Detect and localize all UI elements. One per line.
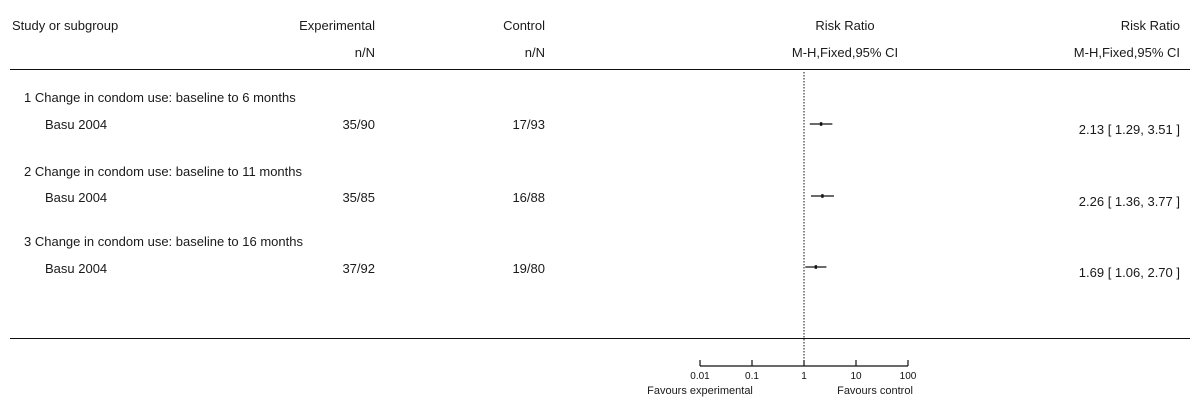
x-axis-tick-label: 10 (850, 371, 862, 382)
header-rule (10, 69, 1190, 70)
x-axis-tick-label: 100 (900, 371, 917, 382)
favours-experimental-label: Favours experimental (647, 385, 753, 397)
control-value: 19/80 (512, 261, 545, 276)
study-name: Basu 2004 (45, 190, 108, 205)
experimental-column-header: Experimental (299, 18, 375, 33)
control-value: 17/93 (512, 117, 545, 132)
result-column-header: Risk Ratio (1120, 18, 1180, 33)
group-heading: 2 Change in condom use: baseline to 11 m… (24, 164, 302, 179)
experimental-value: 35/85 (342, 190, 375, 205)
experimental-column-subheader: n/N (354, 45, 375, 60)
point-estimate (821, 194, 824, 198)
control-column-subheader: n/N (524, 45, 545, 60)
study-column-header: Study or subgroup (12, 18, 119, 33)
control-column-header: Control (503, 18, 545, 33)
point-estimate (814, 265, 818, 269)
experimental-value: 35/90 (342, 117, 375, 132)
risk-ratio-result: 1.69 [ 1.06, 2.70 ] (1078, 265, 1180, 280)
point-estimate (819, 122, 823, 126)
study-name: Basu 2004 (45, 117, 108, 132)
risk-ratio-result: 2.26 [ 1.36, 3.77 ] (1078, 194, 1180, 209)
plot-column-header: Risk Ratio (815, 18, 875, 33)
risk-ratio-result: 2.13 [ 1.29, 3.51 ] (1078, 122, 1180, 137)
group-heading: 1 Change in condom use: baseline to 6 mo… (24, 90, 296, 105)
x-axis-tick-label: 1 (801, 371, 807, 382)
result-column-subheader: M-H,Fixed,95% CI (1073, 45, 1180, 60)
x-axis-tick-label: 0.01 (690, 371, 710, 382)
x-axis-tick-label: 0.1 (745, 371, 759, 382)
experimental-value: 37/92 (342, 261, 375, 276)
plot-column-subheader: M-H,Fixed,95% CI (791, 45, 899, 60)
favours-control-label: Favours control (837, 385, 913, 397)
study-name: Basu 2004 (45, 261, 108, 276)
group-heading: 3 Change in condom use: baseline to 16 m… (24, 234, 303, 249)
footer-rule (10, 338, 1190, 339)
control-value: 16/88 (512, 190, 545, 205)
